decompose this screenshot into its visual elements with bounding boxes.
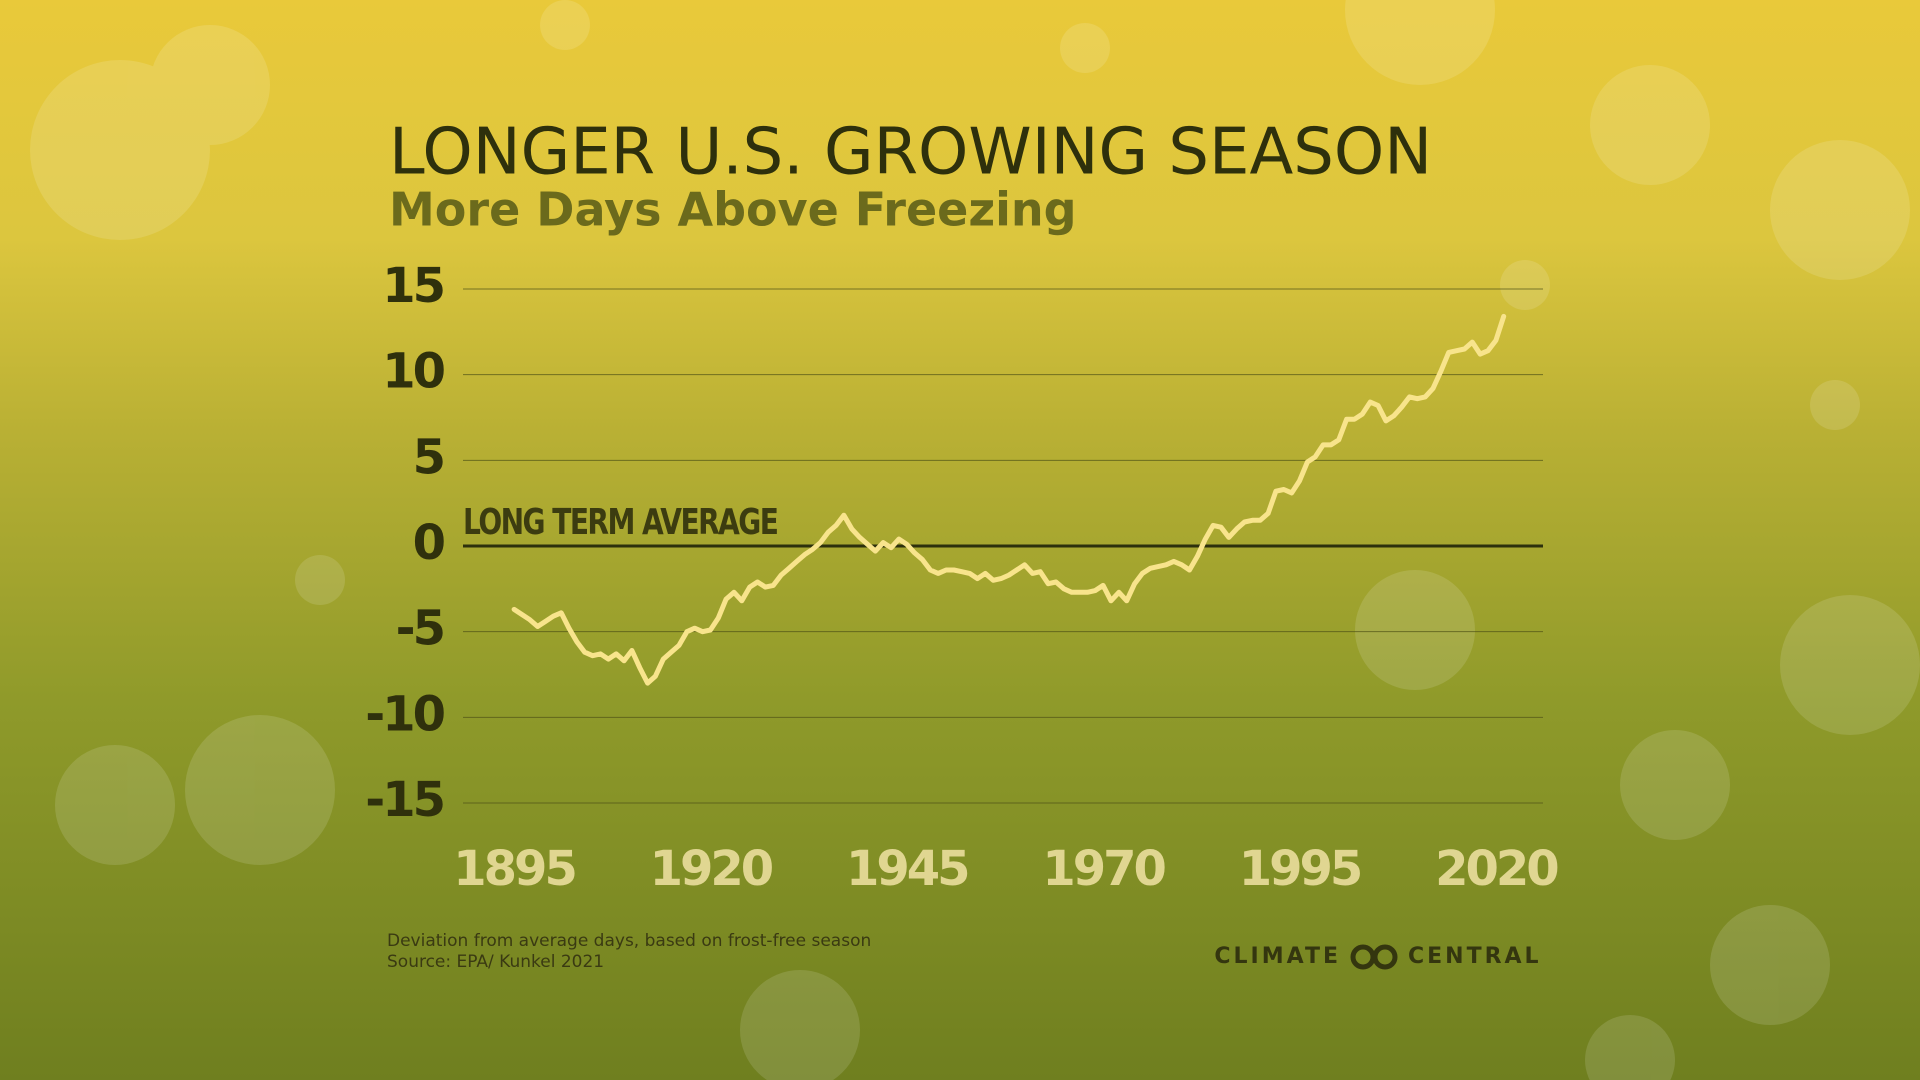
y-tick-label: 15 — [382, 258, 443, 314]
logo-left: CLIMATE — [1214, 944, 1341, 969]
y-tick-label: -5 — [396, 601, 444, 657]
y-tick-label: -15 — [365, 772, 443, 828]
chart-title: LONGER U.S. GROWING SEASON — [389, 116, 1432, 190]
x-tick-label: 2020 — [1435, 841, 1558, 897]
y-tick-label: 0 — [413, 515, 445, 571]
source: Source: EPA/ Kunkel 2021 — [387, 952, 604, 972]
logo-mark — [1350, 944, 1376, 970]
x-tick-label: 1970 — [1042, 841, 1165, 897]
x-tick-label: 1995 — [1239, 841, 1361, 897]
x-tick-label: 1895 — [453, 841, 575, 897]
x-tick-label: 1945 — [846, 841, 968, 897]
y-tick-label: 5 — [413, 429, 444, 485]
bokeh — [30, 0, 1920, 1080]
x-tick-label: 1920 — [650, 841, 773, 897]
y-tick-label: -10 — [365, 686, 444, 742]
data-line — [511, 313, 1507, 686]
logo-mark — [1372, 944, 1398, 970]
chart-subtitle: More Days Above Freezing — [389, 183, 1077, 237]
note: Deviation from average days, based on fr… — [387, 931, 871, 951]
y-tick-label: 10 — [382, 344, 444, 400]
annotation: LONG TERM AVERAGE — [463, 501, 777, 543]
logo-right: CENTRAL — [1408, 944, 1542, 969]
